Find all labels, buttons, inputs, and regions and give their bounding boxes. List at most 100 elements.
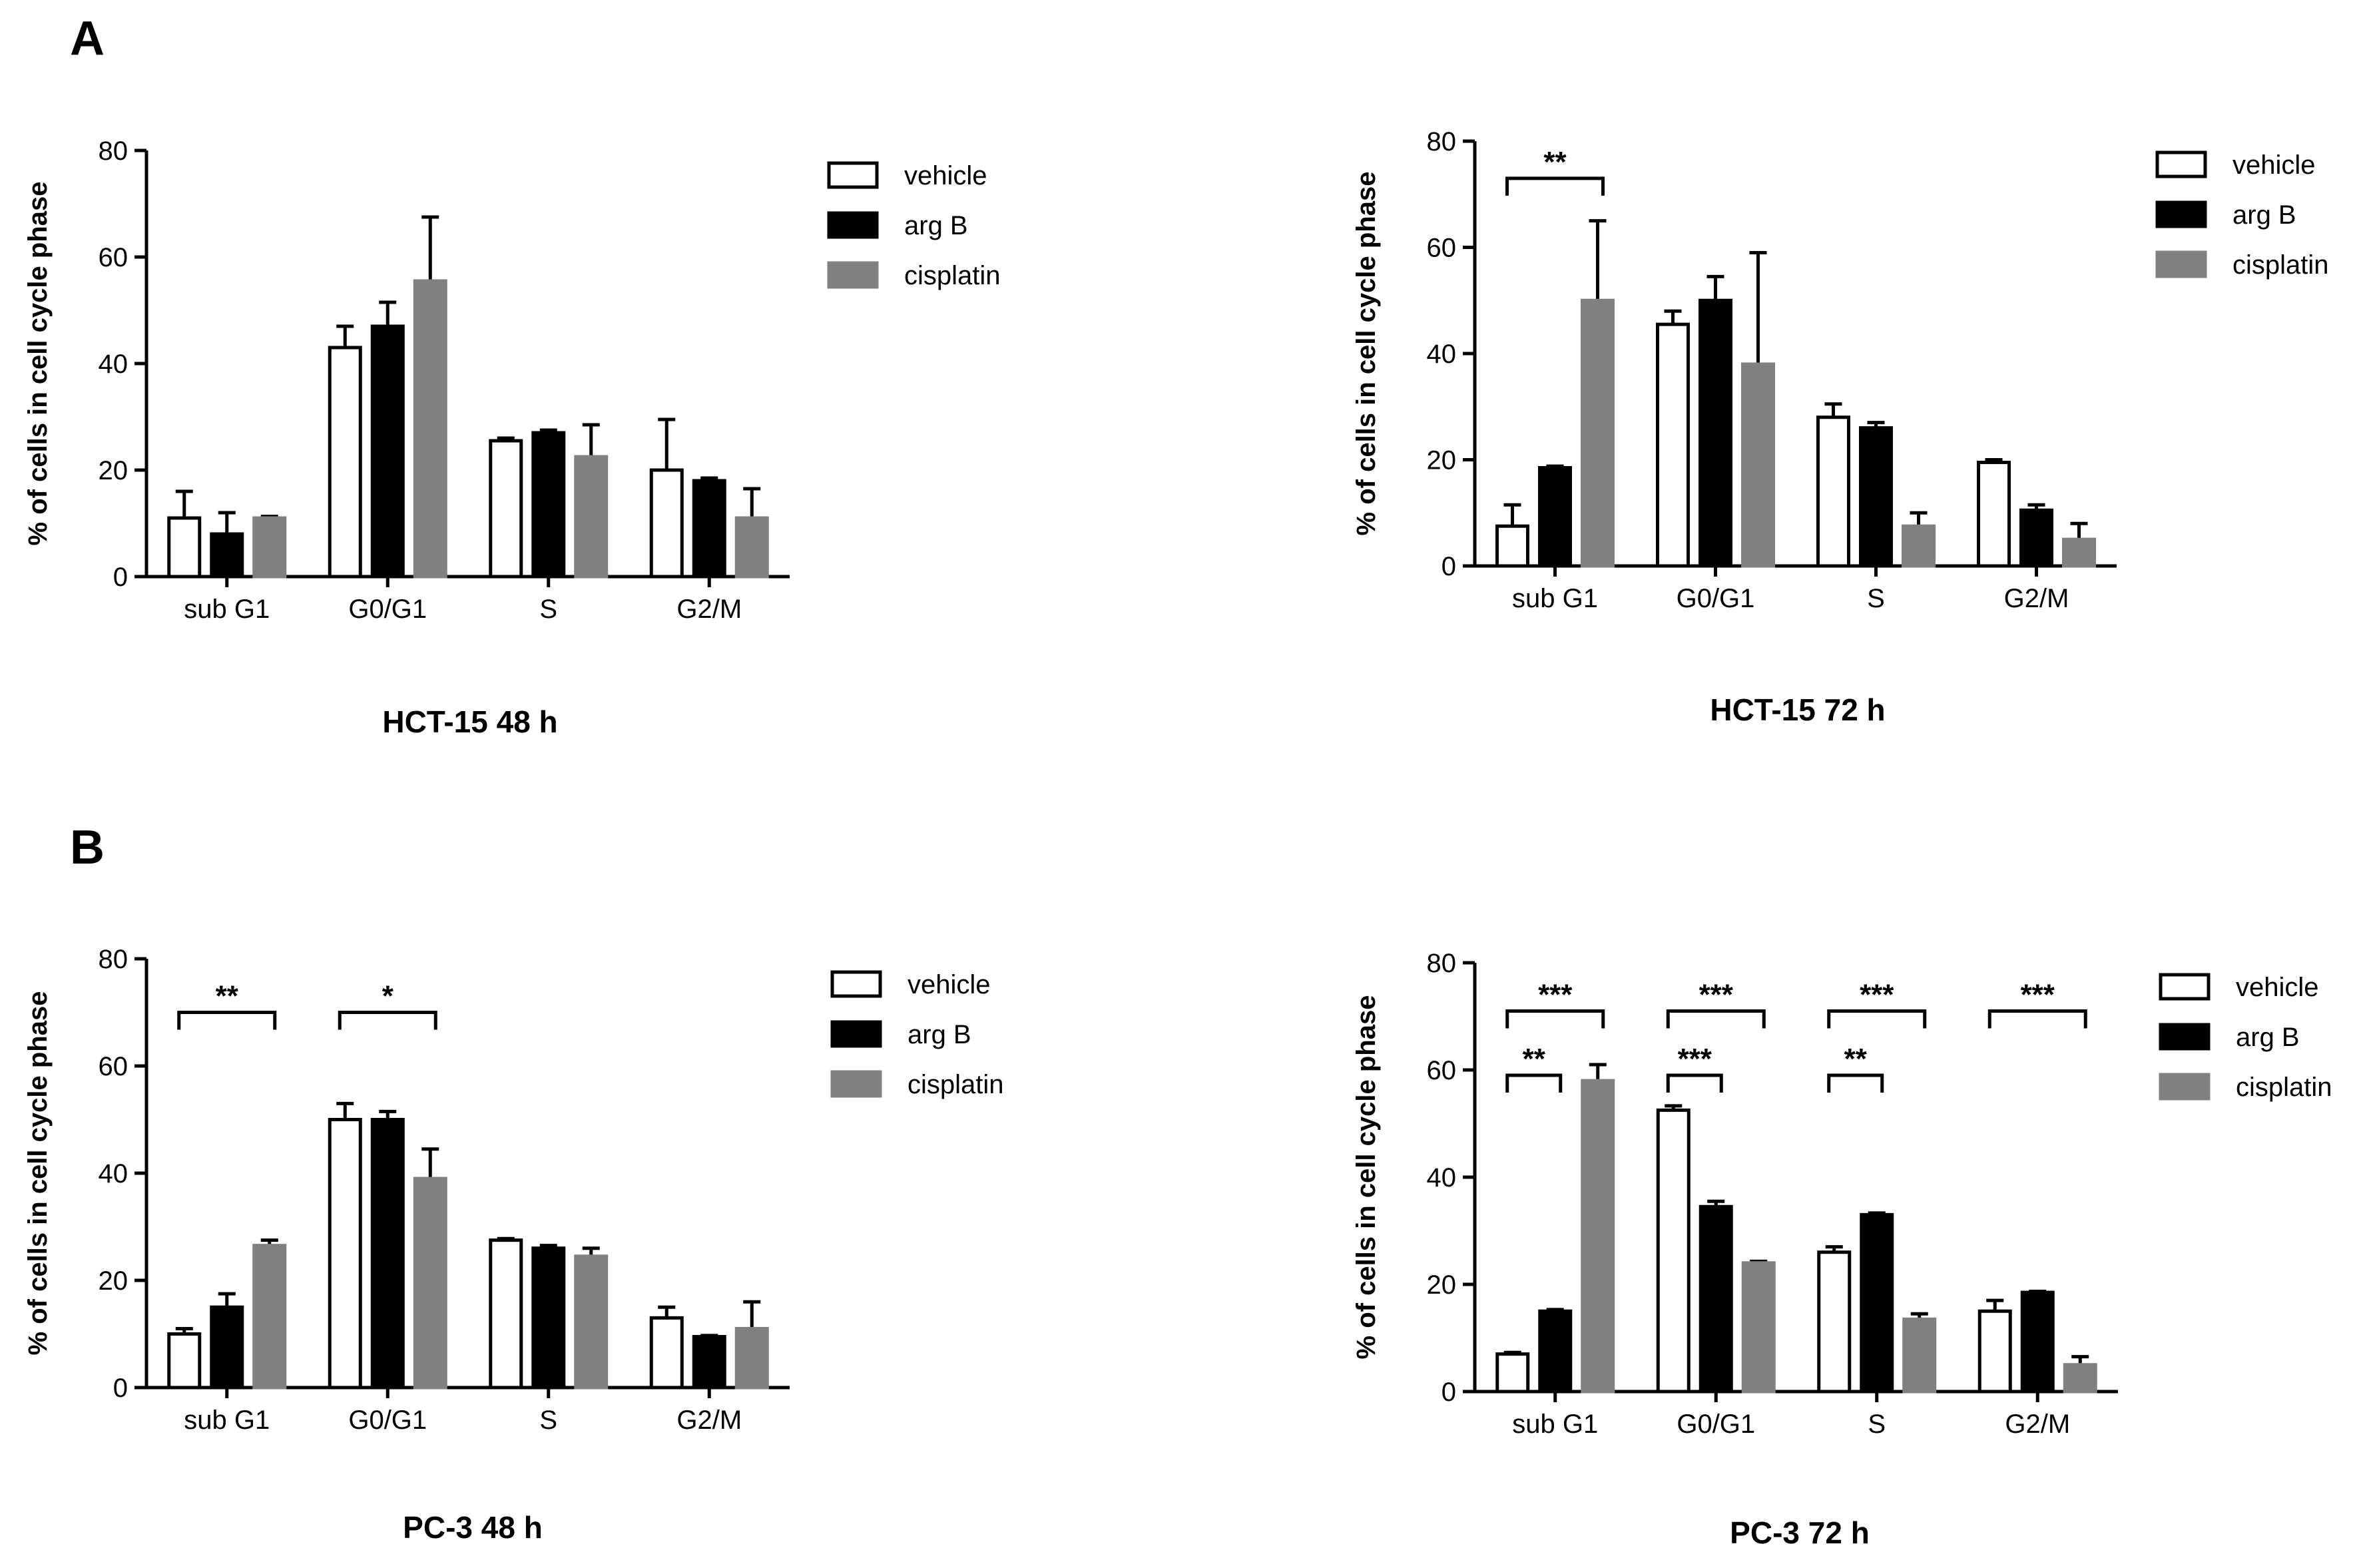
bar-arg-B xyxy=(692,479,726,579)
bar-vehicle xyxy=(167,516,202,579)
y-tick-label: 80 xyxy=(99,136,129,166)
x-tick-label: G0/G1 xyxy=(348,1406,427,1435)
bar-arg-B xyxy=(531,1246,566,1390)
bar-vehicle xyxy=(1977,1309,2012,1394)
chart-1: 0 20 40 60 80 % of cells in cell cycle phase s… xyxy=(1352,127,2329,727)
bar-vehicle xyxy=(1495,524,1529,568)
bar-vehicle xyxy=(649,1316,684,1390)
y-axis-label: % of cells in cell cycle phase xyxy=(23,182,53,546)
y-tick-label: 80 xyxy=(99,945,129,974)
legend: vehicle arg B cisplatin xyxy=(827,161,1001,290)
bar-vehicle xyxy=(1656,1108,1691,1394)
bar-cisplatin xyxy=(734,1326,769,1390)
legend-swatch-arg-B xyxy=(2155,200,2207,228)
legend-label: vehicle xyxy=(908,970,991,999)
y-tick-label: 40 xyxy=(99,1159,129,1188)
bar-arg-B xyxy=(1699,1204,1733,1394)
legend: vehicle arg B cisplatin xyxy=(2155,150,2329,280)
significance-label: *** xyxy=(1538,978,1573,1011)
x-tick-label: S xyxy=(539,595,557,624)
significance-bracket xyxy=(1666,1073,1723,1093)
bar-arg-B xyxy=(2020,1290,2055,1394)
y-tick-label: 0 xyxy=(113,1374,128,1403)
legend-swatch-arg-B xyxy=(830,1020,882,1048)
bar-cisplatin xyxy=(574,1254,609,1390)
significance-bracket xyxy=(1505,1073,1563,1093)
legend-swatch-vehicle xyxy=(827,161,879,189)
y-axis-label: % of cells in cell cycle phase xyxy=(1352,172,1381,536)
x-tick-label: S xyxy=(539,1406,557,1435)
legend-label: arg B xyxy=(904,211,968,240)
bar-arg-B xyxy=(370,1118,405,1390)
legend-swatch-arg-B xyxy=(827,211,879,239)
bar-arg-B xyxy=(531,431,566,579)
x-tick-label: G0/G1 xyxy=(1677,1410,1755,1439)
y-tick-label: 40 xyxy=(1427,1163,1457,1192)
chart-title: PC-3 72 h xyxy=(1730,1515,1870,1550)
legend-label: vehicle xyxy=(904,161,987,190)
chart-0: 0 20 40 60 80 % of cells in cell cycle phase s… xyxy=(23,136,1001,739)
bar-cisplatin xyxy=(252,516,287,579)
legend-swatch-vehicle xyxy=(2159,973,2211,1001)
bar-cisplatin xyxy=(252,1244,287,1390)
legend-swatch-cisplatin xyxy=(2155,250,2207,278)
y-tick-label: 60 xyxy=(1427,234,1457,263)
bar-arg-B xyxy=(1860,1212,1894,1394)
chart-2: 0 20 40 60 80 % of cells in cell cycle phase s… xyxy=(23,945,1004,1545)
bar-arg-B xyxy=(210,532,244,579)
significance-bracket xyxy=(1987,1009,2087,1029)
bar-cisplatin xyxy=(1581,298,1615,568)
y-tick-label: 80 xyxy=(1427,949,1457,978)
significance-label: * xyxy=(382,980,394,1013)
bar-arg-B xyxy=(370,324,405,579)
legend-label: arg B xyxy=(908,1020,971,1049)
bar-arg-B xyxy=(1699,298,1732,568)
legend-swatch-vehicle xyxy=(830,970,882,998)
x-tick-label: sub G1 xyxy=(184,1406,270,1435)
bar-cisplatin xyxy=(1741,1261,1776,1394)
y-axis-label: % of cells in cell cycle phase xyxy=(23,991,53,1356)
y-tick-label: 20 xyxy=(1427,446,1457,475)
significance-label: ** xyxy=(1844,1043,1868,1075)
y-axis-label: % of cells in cell cycle phase xyxy=(1352,995,1381,1360)
significance-bracket xyxy=(338,1011,437,1030)
y-tick-label: 60 xyxy=(1427,1056,1457,1085)
bar-vehicle xyxy=(489,1238,523,1390)
x-tick-label: G0/G1 xyxy=(348,595,427,624)
significance-label: *** xyxy=(1678,1043,1712,1075)
legend: vehicle arg B cisplatin xyxy=(830,970,1004,1099)
bar-cisplatin xyxy=(1902,1317,1937,1394)
legend-swatch-cisplatin xyxy=(2159,1073,2211,1101)
bar-cisplatin xyxy=(1581,1079,1615,1394)
significance-bracket xyxy=(1505,176,1605,196)
chart-3: 0 20 40 60 80 % of cells in cell cycle phase s… xyxy=(1352,949,2332,1550)
y-tick-label: 20 xyxy=(99,1266,129,1296)
x-tick-label: sub G1 xyxy=(1512,584,1598,613)
significance-bracket xyxy=(1827,1073,1884,1093)
legend-swatch-cisplatin xyxy=(827,261,879,289)
bar-cisplatin xyxy=(413,1176,447,1390)
legend-label: cisplatin xyxy=(904,261,1001,290)
significance-label: ** xyxy=(216,980,239,1013)
y-tick-label: 40 xyxy=(1427,340,1457,369)
bar-cisplatin xyxy=(734,516,769,579)
legend-label: cisplatin xyxy=(908,1070,1004,1099)
legend-label: arg B xyxy=(2232,200,2296,230)
y-tick-label: 60 xyxy=(99,1052,129,1081)
significance-bracket xyxy=(1666,1009,1766,1029)
legend-swatch-cisplatin xyxy=(830,1070,882,1098)
x-tick-label: G2/M xyxy=(676,595,742,624)
x-tick-label: G2/M xyxy=(676,1406,742,1435)
bar-vehicle xyxy=(1656,322,1690,568)
bar-vehicle xyxy=(1817,1250,1852,1394)
y-tick-label: 20 xyxy=(99,456,129,485)
panel-label-b: B xyxy=(70,821,105,874)
bar-arg-B xyxy=(1538,465,1572,568)
legend-label: cisplatin xyxy=(2232,250,2329,280)
significance-label: ** xyxy=(1523,1043,1546,1075)
significance-label: *** xyxy=(1699,978,1734,1011)
y-tick-label: 0 xyxy=(1441,1378,1456,1407)
bar-cisplatin xyxy=(2063,1363,2097,1394)
legend-swatch-vehicle xyxy=(2155,150,2207,178)
bar-arg-B xyxy=(210,1305,244,1390)
